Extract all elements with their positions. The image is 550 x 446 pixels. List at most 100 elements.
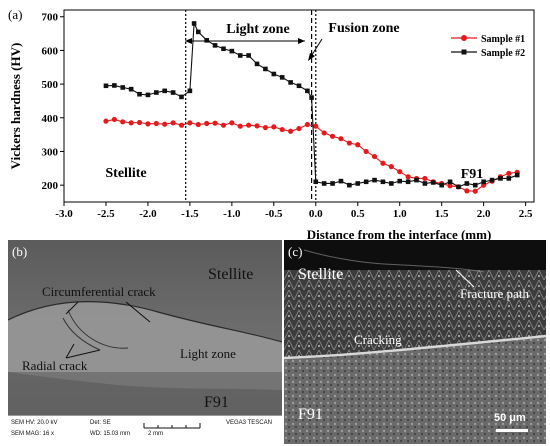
y-axis-label: Vickers hardness (HV) xyxy=(8,43,23,170)
data-point-sample-2 xyxy=(145,92,151,98)
data-point-sample-1 xyxy=(355,142,361,148)
data-point-sample-1 xyxy=(313,123,319,129)
data-point-sample-2 xyxy=(271,71,277,77)
fracture-path-label: Fracture path xyxy=(460,286,529,301)
data-point-sample-2 xyxy=(296,83,302,89)
data-point-sample-2 xyxy=(154,90,159,95)
data-point-sample-2 xyxy=(338,178,344,184)
x-tick-label: -2.0 xyxy=(139,208,157,220)
data-point-sample-2 xyxy=(162,88,168,94)
legend-label-sample-1: Sample #1 xyxy=(481,34,525,45)
data-point-sample-1 xyxy=(288,128,294,134)
data-point-sample-1 xyxy=(212,120,218,126)
sem-detail-image xyxy=(284,240,546,444)
data-point-sample-2 xyxy=(506,176,512,181)
data-point-sample-1 xyxy=(195,121,201,128)
y-tick-label: 400 xyxy=(42,113,59,125)
series-line-sample-2 xyxy=(105,21,518,188)
data-point-sample-2 xyxy=(363,179,369,185)
data-point-sample-2 xyxy=(355,181,361,186)
circumferential-crack-label: Circumferential crack xyxy=(42,284,156,299)
x-tick-label: 0.0 xyxy=(309,208,323,220)
data-point-sample-1 xyxy=(447,183,453,189)
panel-b-label: (b) xyxy=(12,244,28,259)
data-point-sample-2 xyxy=(279,75,285,80)
x-tick-label: 1.0 xyxy=(393,208,407,220)
data-point-sample-1 xyxy=(237,123,243,129)
data-point-sample-2 xyxy=(246,53,251,58)
x-tick-label: -0.5 xyxy=(265,208,283,220)
data-point-sample-1 xyxy=(271,124,277,130)
hardness-chart: (a) -3.0 -2.5 -2.0 -1.5 -1.0 -0.5 0.0 0.5 1.0 1.5… xyxy=(8,7,535,242)
data-point-sample-2 xyxy=(187,88,193,94)
data-point-sample-2 xyxy=(309,95,314,100)
data-point-sample-2 xyxy=(347,182,352,188)
data-point-sample-1 xyxy=(363,148,369,155)
f91-label-b: F91 xyxy=(204,394,229,411)
x-tick-label: -3.0 xyxy=(55,208,73,220)
light-zone-arrow-left xyxy=(185,38,192,44)
data-point-sample-2 xyxy=(112,83,117,88)
data-point-sample-1 xyxy=(371,153,378,160)
sem-det: Det: SE xyxy=(90,420,111,426)
plot-frame xyxy=(63,9,535,203)
sem-brand: VEGA3 TESCAN xyxy=(226,420,272,426)
data-point-sample-2 xyxy=(414,177,419,183)
data-point-sample-2 xyxy=(439,182,444,188)
x-axis-label: Distance from the interface (mm) xyxy=(307,227,492,242)
data-point-sample-1 xyxy=(229,120,235,126)
scale-bar-c xyxy=(496,429,528,432)
data-point-sample-1 xyxy=(388,164,394,170)
data-point-sample-2 xyxy=(456,184,461,190)
data-point-sample-2 xyxy=(191,21,197,26)
x-tick-label: 2.5 xyxy=(519,208,533,220)
data-point-sample-2 xyxy=(212,43,218,48)
data-point-sample-1 xyxy=(506,170,512,176)
data-point-sample-1 xyxy=(153,120,159,127)
sem-mag: SEM MAG: 16 x xyxy=(11,431,55,437)
y-tick-label: 200 xyxy=(42,180,59,192)
data-point-sample-2 xyxy=(120,85,126,90)
data-point-sample-2 xyxy=(397,178,403,184)
data-point-sample-2 xyxy=(288,80,293,85)
data-point-sample-2 xyxy=(472,182,478,188)
data-point-sample-2 xyxy=(514,172,520,178)
data-point-sample-1 xyxy=(464,188,470,194)
f91-region-label: F91 xyxy=(461,167,484,182)
f91-label-c: F91 xyxy=(298,406,323,423)
light-zone-label-b: Light zone xyxy=(180,346,236,361)
y-tick-label: 300 xyxy=(42,146,59,158)
data-point-sample-2 xyxy=(464,181,470,186)
data-point-sample-1 xyxy=(346,140,352,146)
light-zone-arrow-right xyxy=(298,38,305,44)
stellite-label-c: Stellite xyxy=(298,266,344,283)
data-point-sample-1 xyxy=(304,121,310,128)
data-point-sample-1 xyxy=(279,126,285,133)
radial-crack-label: Radial crack xyxy=(22,358,88,373)
data-point-sample-1 xyxy=(145,121,151,127)
sem-info-bar: SEM HV: 20.0 kV Det: SE SEM MAG: 16 x WD… xyxy=(8,415,282,444)
data-point-sample-1 xyxy=(187,120,193,126)
scale-bar-b xyxy=(143,423,201,429)
data-point-sample-2 xyxy=(330,181,335,186)
data-point-sample-2 xyxy=(195,29,201,35)
data-point-sample-2 xyxy=(481,179,486,185)
data-point-sample-2 xyxy=(321,181,327,186)
data-point-sample-1 xyxy=(472,188,478,194)
x-tick-label: -1.5 xyxy=(181,208,199,220)
data-point-sample-1 xyxy=(422,175,428,182)
data-point-sample-1 xyxy=(128,120,134,126)
data-point-sample-2 xyxy=(221,46,226,52)
data-point-sample-2 xyxy=(128,86,134,92)
data-point-sample-2 xyxy=(489,177,495,183)
x-tick-label: -1.0 xyxy=(223,208,241,220)
legend-label-sample-2: Sample #2 xyxy=(481,48,525,59)
panel-a-label: (a) xyxy=(8,7,22,22)
y-tick-label: 600 xyxy=(42,45,59,57)
x-tick-label: 2.0 xyxy=(477,208,491,220)
legend-marker-sample-1 xyxy=(461,35,467,41)
stellite-label-b: Stellite xyxy=(208,266,254,283)
sem-overview-panel: (b) Stellite Circumferential crack Radia… xyxy=(8,240,282,444)
data-point-sample-1 xyxy=(397,169,403,175)
data-point-sample-1 xyxy=(321,130,327,136)
